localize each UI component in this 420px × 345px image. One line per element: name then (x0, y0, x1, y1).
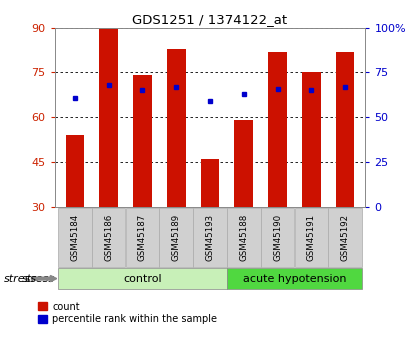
Bar (58, 268, 227, 289)
Bar (126, 208, 159, 267)
Title: GDS1251 / 1374122_at: GDS1251 / 1374122_at (132, 13, 288, 27)
Bar (234, 120, 253, 207)
Bar (328, 208, 362, 267)
Bar (268, 51, 287, 207)
Bar (227, 268, 362, 289)
Text: stress: stress (4, 274, 37, 284)
Bar (261, 208, 294, 267)
Bar (133, 76, 152, 207)
Text: GSM45190: GSM45190 (273, 214, 282, 261)
Text: control: control (123, 274, 162, 284)
Bar (201, 159, 219, 207)
Bar (160, 208, 193, 267)
Text: GSM45187: GSM45187 (138, 214, 147, 261)
Text: stress: stress (21, 274, 55, 284)
Text: acute hypotension: acute hypotension (243, 274, 346, 284)
Bar (336, 51, 354, 207)
Bar (58, 208, 92, 267)
Bar (193, 208, 227, 267)
Text: GSM45186: GSM45186 (104, 214, 113, 261)
Bar (92, 208, 126, 267)
Text: GSM45188: GSM45188 (239, 214, 248, 261)
Bar (227, 208, 260, 267)
Bar (100, 28, 118, 207)
Bar (302, 72, 320, 207)
Bar (66, 135, 84, 207)
Text: GSM45184: GSM45184 (71, 214, 79, 261)
Bar (167, 49, 186, 207)
Text: GSM45189: GSM45189 (172, 214, 181, 261)
Text: GSM45191: GSM45191 (307, 214, 316, 261)
Text: GSM45193: GSM45193 (205, 214, 215, 261)
Bar (294, 208, 328, 267)
Legend: count, percentile rank within the sample: count, percentile rank within the sample (39, 302, 217, 325)
Text: GSM45192: GSM45192 (341, 214, 349, 261)
